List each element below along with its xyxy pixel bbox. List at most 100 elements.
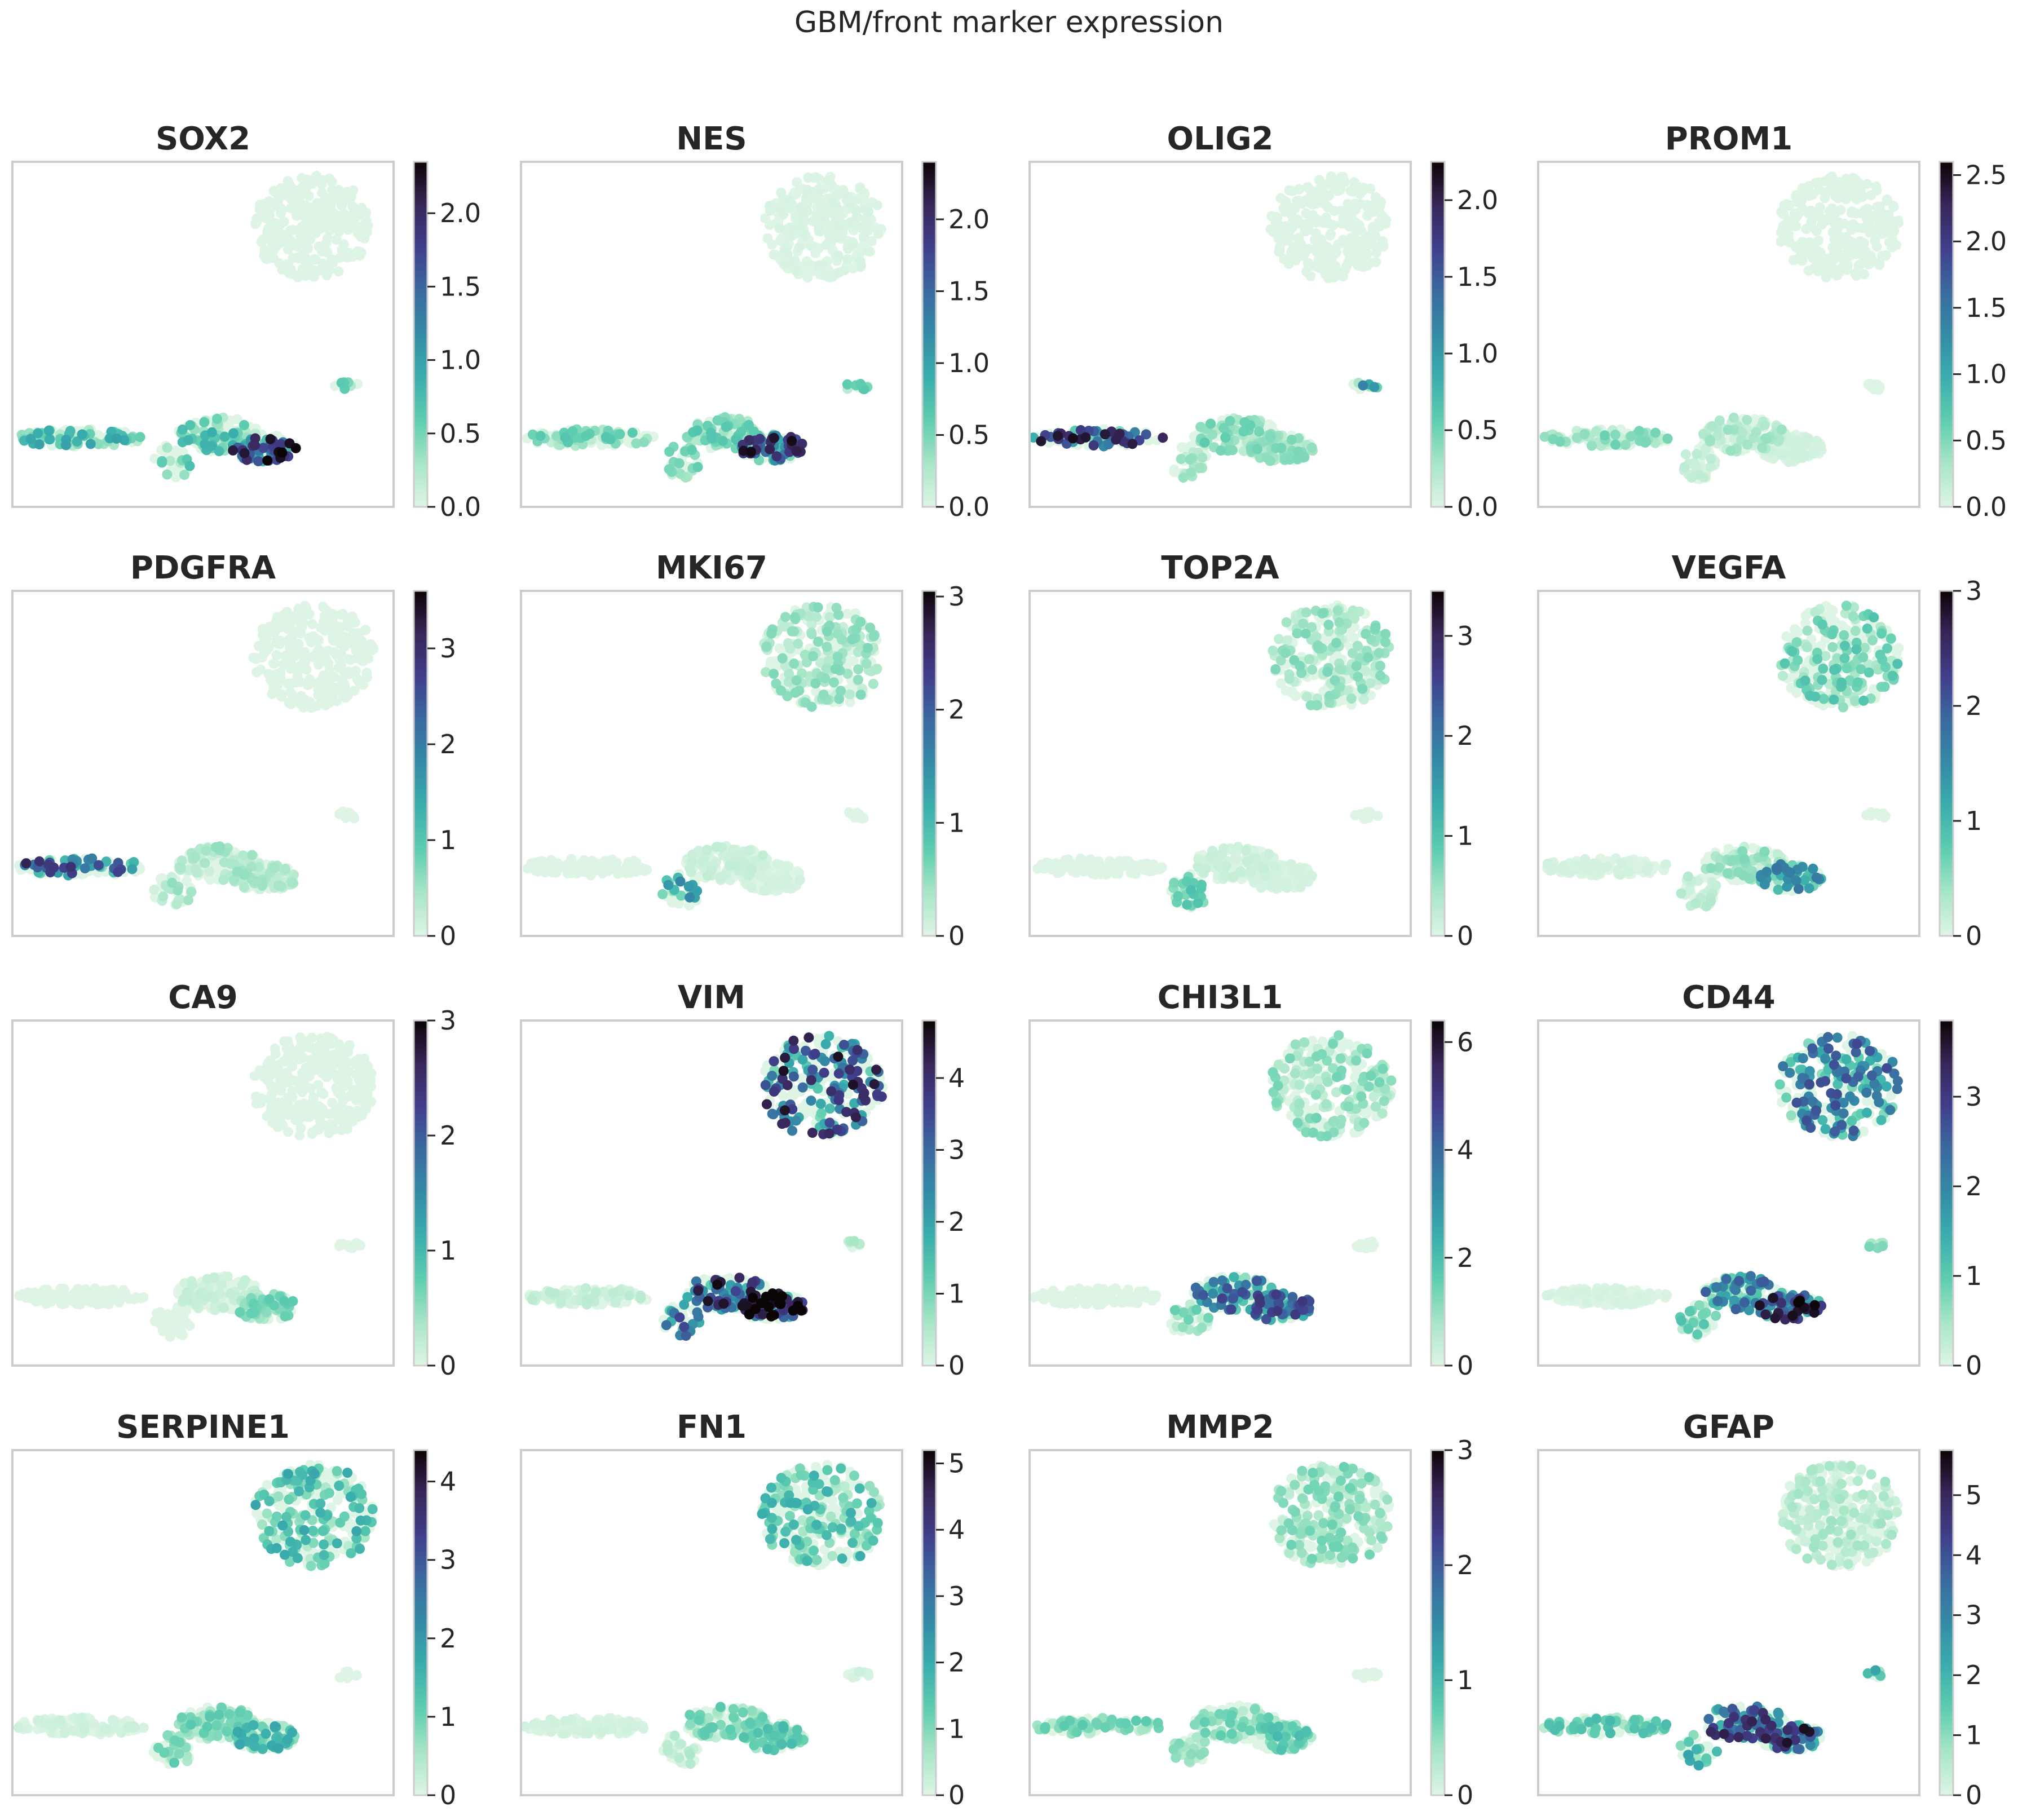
cell-point	[1153, 864, 1164, 874]
cell-point	[258, 625, 269, 636]
cell-point	[813, 637, 823, 647]
cell-point	[1295, 882, 1306, 893]
cell-point	[1306, 871, 1317, 881]
cell-point	[1306, 442, 1317, 453]
cell-point	[173, 885, 183, 896]
cell-point	[101, 856, 112, 867]
cell-point	[1841, 184, 1852, 195]
cell-point	[724, 860, 735, 871]
plot-frame	[520, 161, 903, 508]
cell-point	[1268, 646, 1278, 656]
scatter-points	[14, 600, 379, 910]
cell-point	[1300, 628, 1311, 639]
cell-point	[657, 889, 668, 899]
cell-point	[275, 672, 286, 682]
cell-point	[600, 432, 611, 443]
cell-point	[162, 469, 173, 480]
cell-point	[815, 226, 825, 237]
cell-point	[822, 663, 833, 674]
cell-point	[1751, 427, 1761, 438]
cell-point	[342, 613, 352, 624]
cell-point	[273, 880, 284, 891]
cell-point	[33, 428, 43, 439]
cell-point	[1221, 861, 1231, 872]
cell-point	[1586, 440, 1597, 451]
cell-point	[1728, 412, 1739, 423]
cell-point	[93, 439, 104, 449]
cell-point	[1380, 629, 1391, 639]
cell-point	[675, 876, 686, 887]
cell-point	[1197, 452, 1208, 463]
cell-point	[298, 225, 309, 236]
cell-point	[834, 693, 845, 704]
cell-point	[135, 432, 145, 443]
cell-point	[786, 231, 797, 241]
cell-point	[855, 616, 866, 627]
cell-point	[785, 643, 796, 654]
cell-point	[257, 881, 267, 891]
cell-point	[1060, 857, 1071, 868]
cell-point	[43, 425, 54, 436]
cell-point	[292, 677, 302, 688]
colorbar-tick-label: 0.5	[1966, 425, 2007, 456]
cell-point	[1348, 605, 1358, 616]
cell-point	[333, 266, 344, 277]
cell-point	[1181, 876, 1192, 887]
cell-point	[1053, 431, 1063, 441]
cell-point	[312, 213, 323, 223]
cell-point	[309, 254, 320, 264]
cell-point	[842, 379, 853, 390]
cell-point	[1375, 670, 1385, 681]
cell-point	[803, 611, 814, 622]
cell-point	[865, 622, 876, 633]
cell-point	[1555, 436, 1565, 447]
cell-point	[307, 619, 317, 629]
cell-point	[1195, 422, 1206, 432]
colorbar-tick-label: 1.0	[1966, 359, 2007, 390]
cell-point	[295, 628, 306, 639]
plot-frame	[520, 590, 903, 937]
cell-point	[317, 650, 328, 661]
cell-point	[338, 239, 349, 250]
colorbar-tick-label: 1.5	[948, 276, 990, 307]
cell-point	[1292, 628, 1302, 639]
cell-point	[1705, 461, 1716, 472]
cell-point	[1182, 899, 1193, 910]
cell-point	[200, 858, 210, 868]
cell-point	[1877, 250, 1888, 261]
scatter-points	[1030, 171, 1392, 483]
cell-point	[783, 677, 794, 687]
cell-point	[730, 851, 740, 862]
cell-point	[1786, 683, 1796, 693]
cell-point	[303, 191, 314, 201]
cell-point	[1331, 638, 1341, 648]
cell-point	[819, 214, 829, 225]
colorbar-tick-label: 1.0	[1457, 338, 1498, 369]
cell-point	[754, 869, 765, 880]
colorbar	[1938, 161, 1954, 508]
panel-title: SOX2	[156, 121, 250, 157]
cell-point	[1281, 617, 1292, 628]
cell-point	[285, 225, 296, 236]
cell-point	[1313, 255, 1324, 265]
cell-point	[535, 431, 546, 441]
cell-point	[858, 232, 869, 242]
cell-point	[256, 237, 267, 248]
cell-point	[1302, 182, 1313, 192]
cell-point	[275, 635, 286, 646]
cell-point	[253, 456, 264, 466]
cell-point	[761, 641, 772, 652]
cell-point	[1205, 851, 1216, 862]
cell-point	[259, 648, 270, 659]
cell-point	[1080, 432, 1091, 443]
cell-point	[34, 856, 45, 867]
cell-point	[1301, 691, 1312, 702]
cell-point	[1893, 218, 1904, 228]
cell-point	[1365, 183, 1376, 194]
cell-point	[863, 206, 874, 217]
cell-point	[540, 867, 551, 878]
cell-point	[1827, 253, 1838, 263]
